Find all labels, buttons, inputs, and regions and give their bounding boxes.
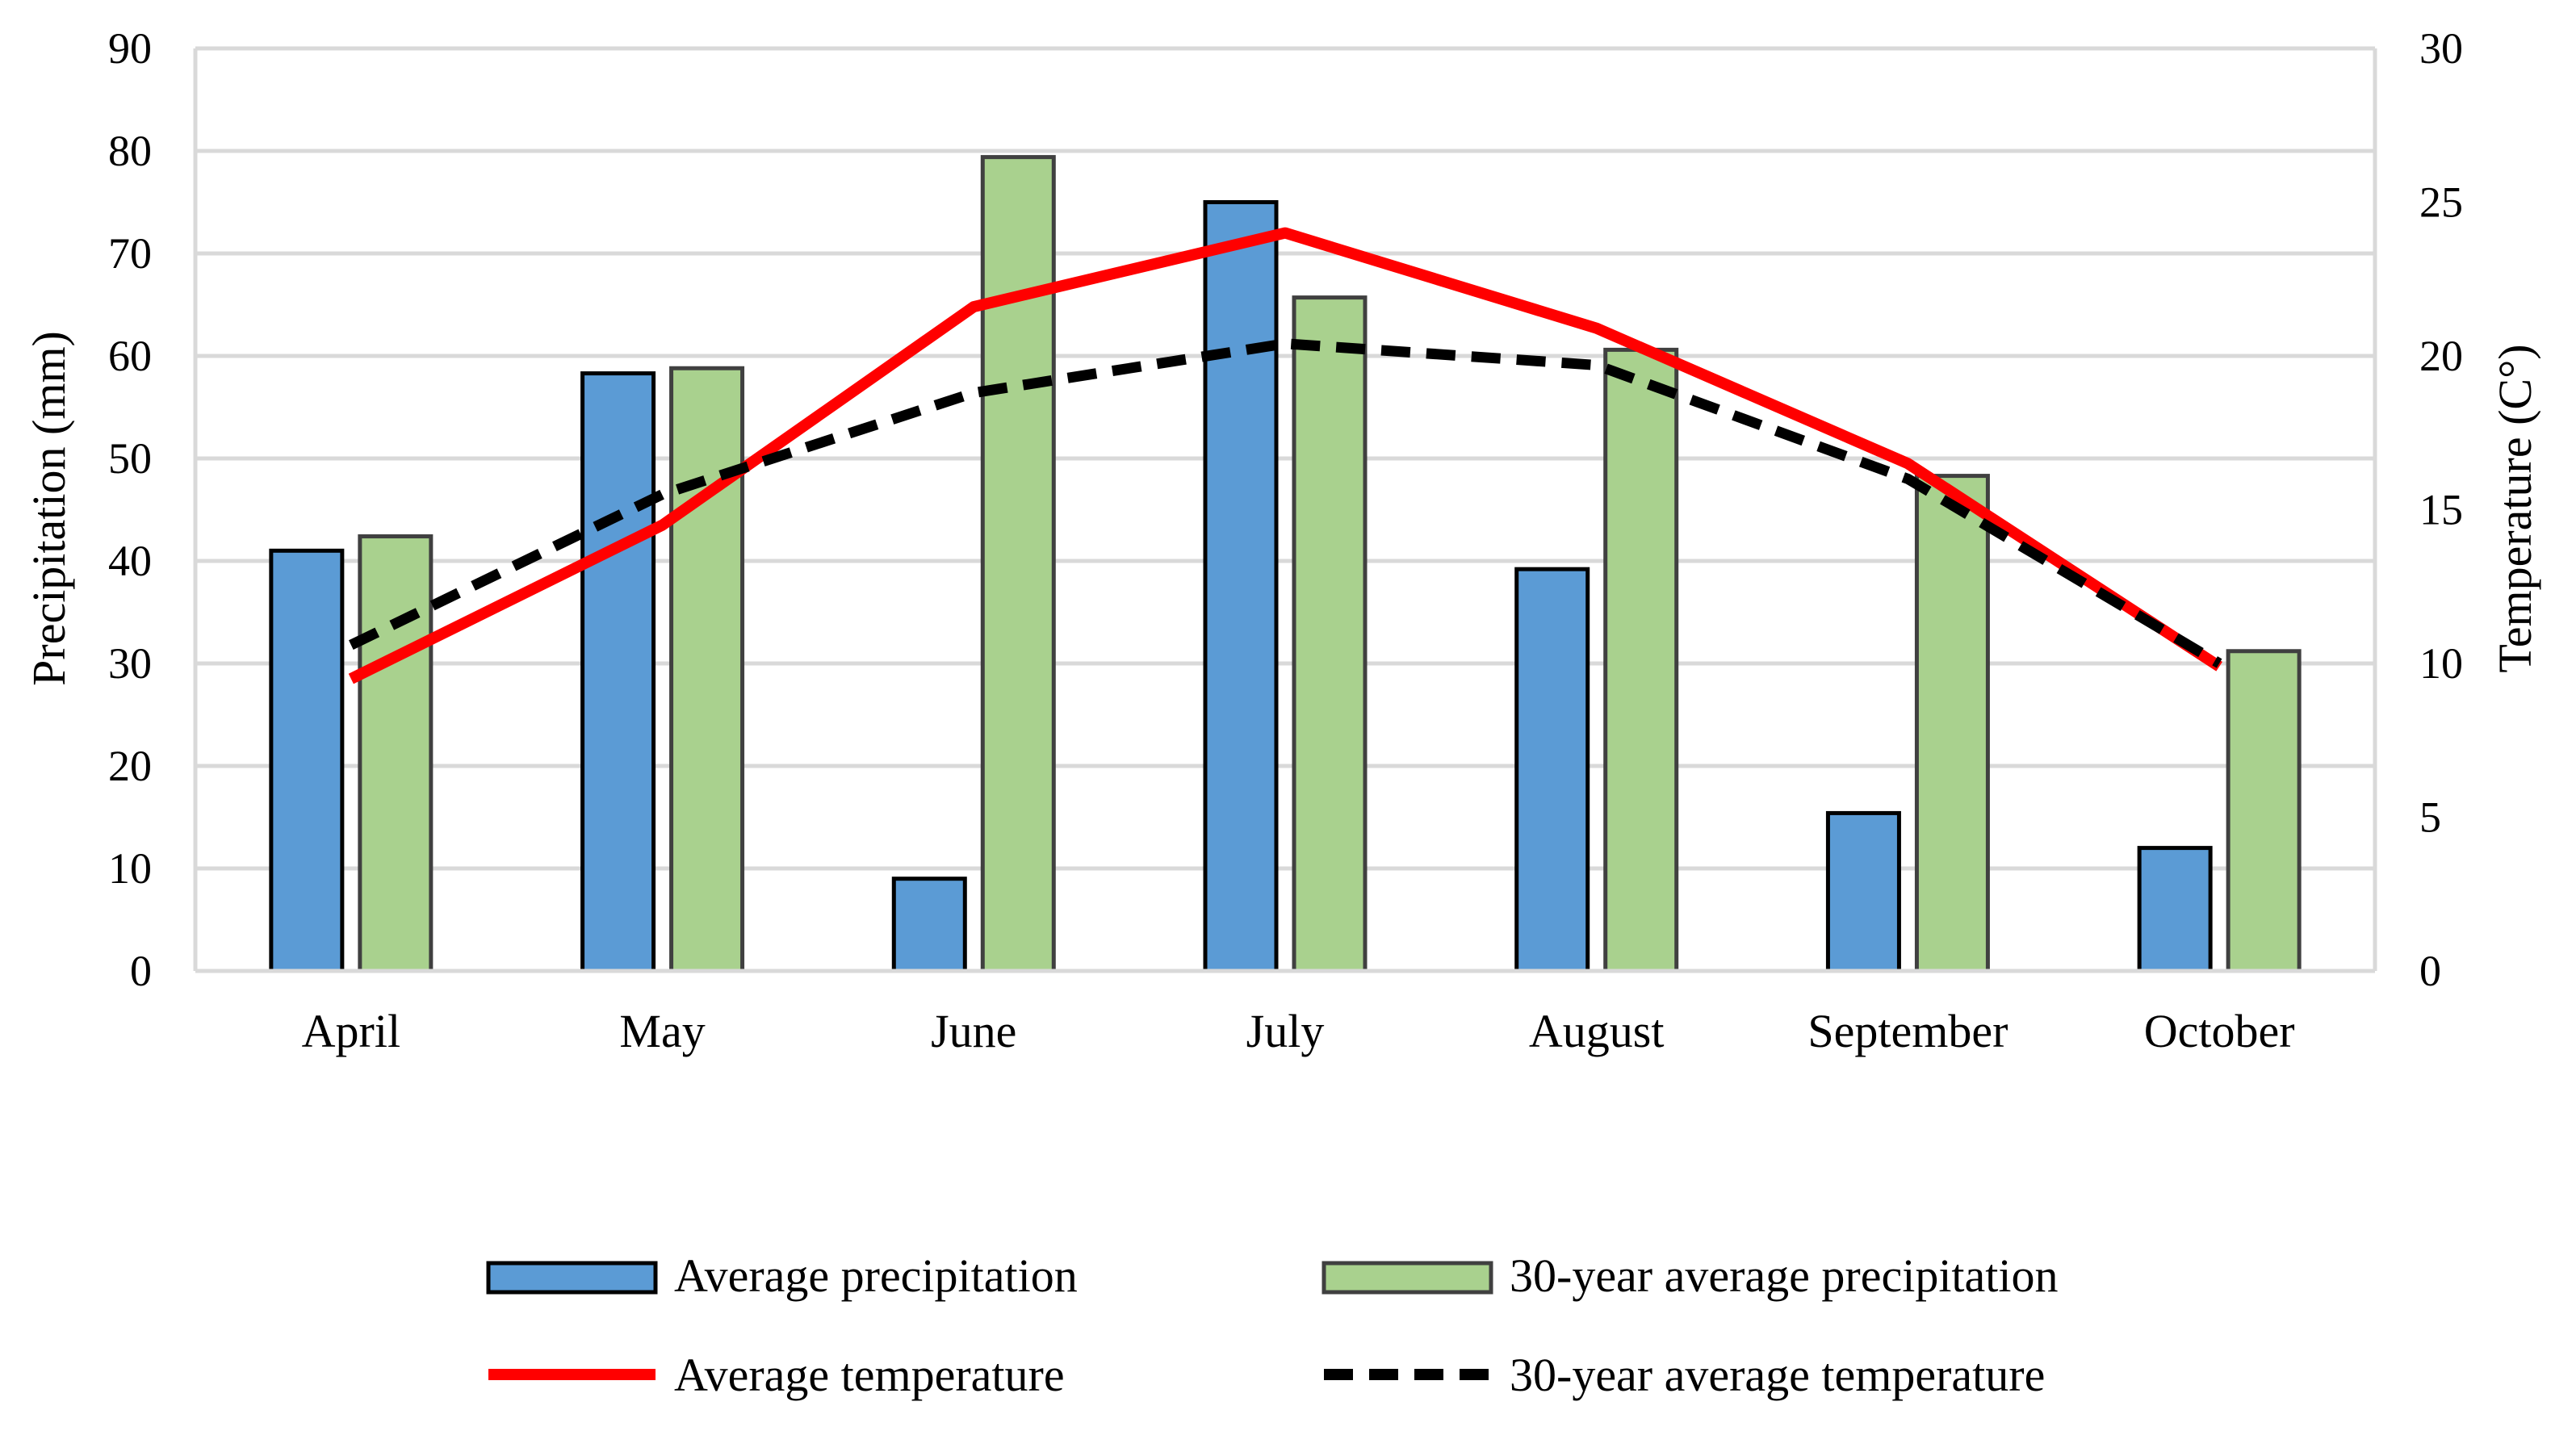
bar-30yr-precip-october <box>2226 649 2302 973</box>
left-axis-title: Precipitation (mm) <box>23 331 75 686</box>
temperature-lines <box>348 227 2222 684</box>
left-tick-label: 70 <box>108 229 152 278</box>
right-tick-label: 30 <box>2419 24 2463 73</box>
legend-label-30yr-temp: 30-year average temperature <box>1510 1349 2045 1401</box>
line-30yr-temperature <box>349 338 2222 668</box>
right-axis-title: Temperature (C°) <box>2489 344 2541 672</box>
left-axis-ticks: 0 10 20 30 40 50 60 70 80 90 <box>108 24 152 995</box>
category-label-may: May <box>619 1005 705 1057</box>
gridlines <box>195 46 2375 871</box>
left-tick-label: 10 <box>108 844 152 893</box>
legend-label-30yr-precip: 30-year average precipitation <box>1510 1249 2059 1302</box>
left-tick-label: 20 <box>108 742 152 790</box>
right-tick-label: 15 <box>2419 486 2463 534</box>
bar-30yr-precip-july <box>1292 295 1368 973</box>
left-tick-label: 90 <box>108 24 152 73</box>
legend-swatch-avg-precip <box>486 1261 658 1295</box>
bar-avg-precip-april <box>269 548 345 973</box>
bar-avg-precip-august <box>1514 567 1590 973</box>
axes <box>193 48 2377 973</box>
bar-30yr-precip-august <box>1603 347 1679 973</box>
right-tick-label: 5 <box>2419 793 2441 842</box>
line-avg-temperature <box>348 227 2222 684</box>
legend-label-avg-precip: Average precipitation <box>674 1249 1078 1302</box>
category-label-august: August <box>1529 1005 1665 1057</box>
left-tick-label: 40 <box>108 537 152 585</box>
bar-avg-precip-june <box>891 877 967 973</box>
legend-swatch-30yr-precip <box>1322 1261 1493 1295</box>
bar-30yr-precip-june <box>980 155 1056 973</box>
category-label-october: October <box>2144 1005 2295 1057</box>
category-labels: April May June July August September October <box>302 1005 2295 1057</box>
right-tick-label: 25 <box>2419 178 2463 227</box>
bar-avg-precip-may <box>580 371 656 973</box>
legend: Average precipitation 30-year average pr… <box>486 1249 2059 1401</box>
left-tick-label: 60 <box>108 332 152 380</box>
right-axis-ticks: 0 5 10 15 20 25 30 <box>2419 24 2463 995</box>
right-tick-label: 0 <box>2419 947 2441 995</box>
left-tick-label: 0 <box>130 947 152 995</box>
category-label-june: June <box>931 1005 1016 1057</box>
bar-30yr-precip-september <box>1914 474 1990 973</box>
bar-30yr-precip-april <box>358 534 434 973</box>
left-tick-label: 50 <box>108 434 152 483</box>
bar-avg-precip-september <box>1825 810 1901 973</box>
left-tick-label: 30 <box>108 639 152 688</box>
right-tick-label: 20 <box>2419 332 2463 380</box>
right-tick-label: 10 <box>2419 639 2463 688</box>
category-label-april: April <box>302 1005 400 1057</box>
category-label-july: July <box>1246 1005 1325 1057</box>
bars <box>269 155 2302 973</box>
bar-30yr-precip-may <box>669 366 745 973</box>
bar-avg-precip-october <box>2137 846 2213 973</box>
legend-label-avg-temp: Average temperature <box>674 1349 1065 1401</box>
category-label-september: September <box>1807 1005 2008 1057</box>
left-tick-label: 80 <box>108 127 152 175</box>
bar-avg-precip-july <box>1203 200 1279 973</box>
